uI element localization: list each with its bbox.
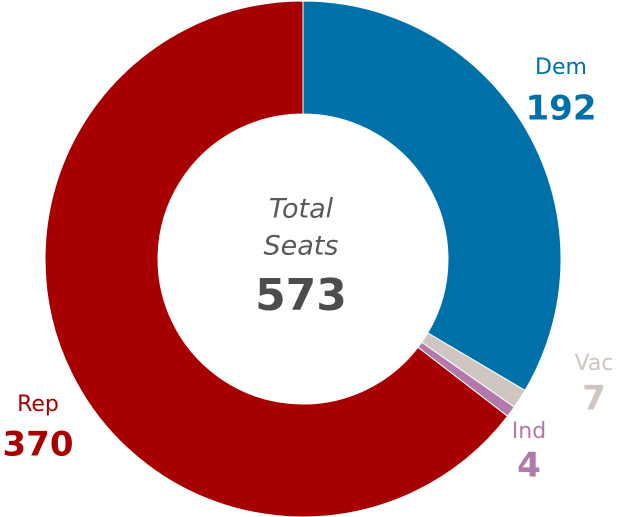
slice-value: 370 [3,425,74,465]
donut-slice [302,0,562,392]
donut-slice [44,0,509,517]
slice-value: 4 [517,446,541,486]
slice-name: Vac [575,351,614,376]
center-label: Total [269,194,334,225]
slice-name: Dem [535,55,587,80]
slice-name: Ind [512,419,546,444]
center-value: 573 [255,270,347,321]
slice-value: 192 [526,89,597,129]
slice-value: 7 [582,379,606,419]
center-label: Seats [264,231,339,262]
slice-name: Rep [17,392,59,417]
